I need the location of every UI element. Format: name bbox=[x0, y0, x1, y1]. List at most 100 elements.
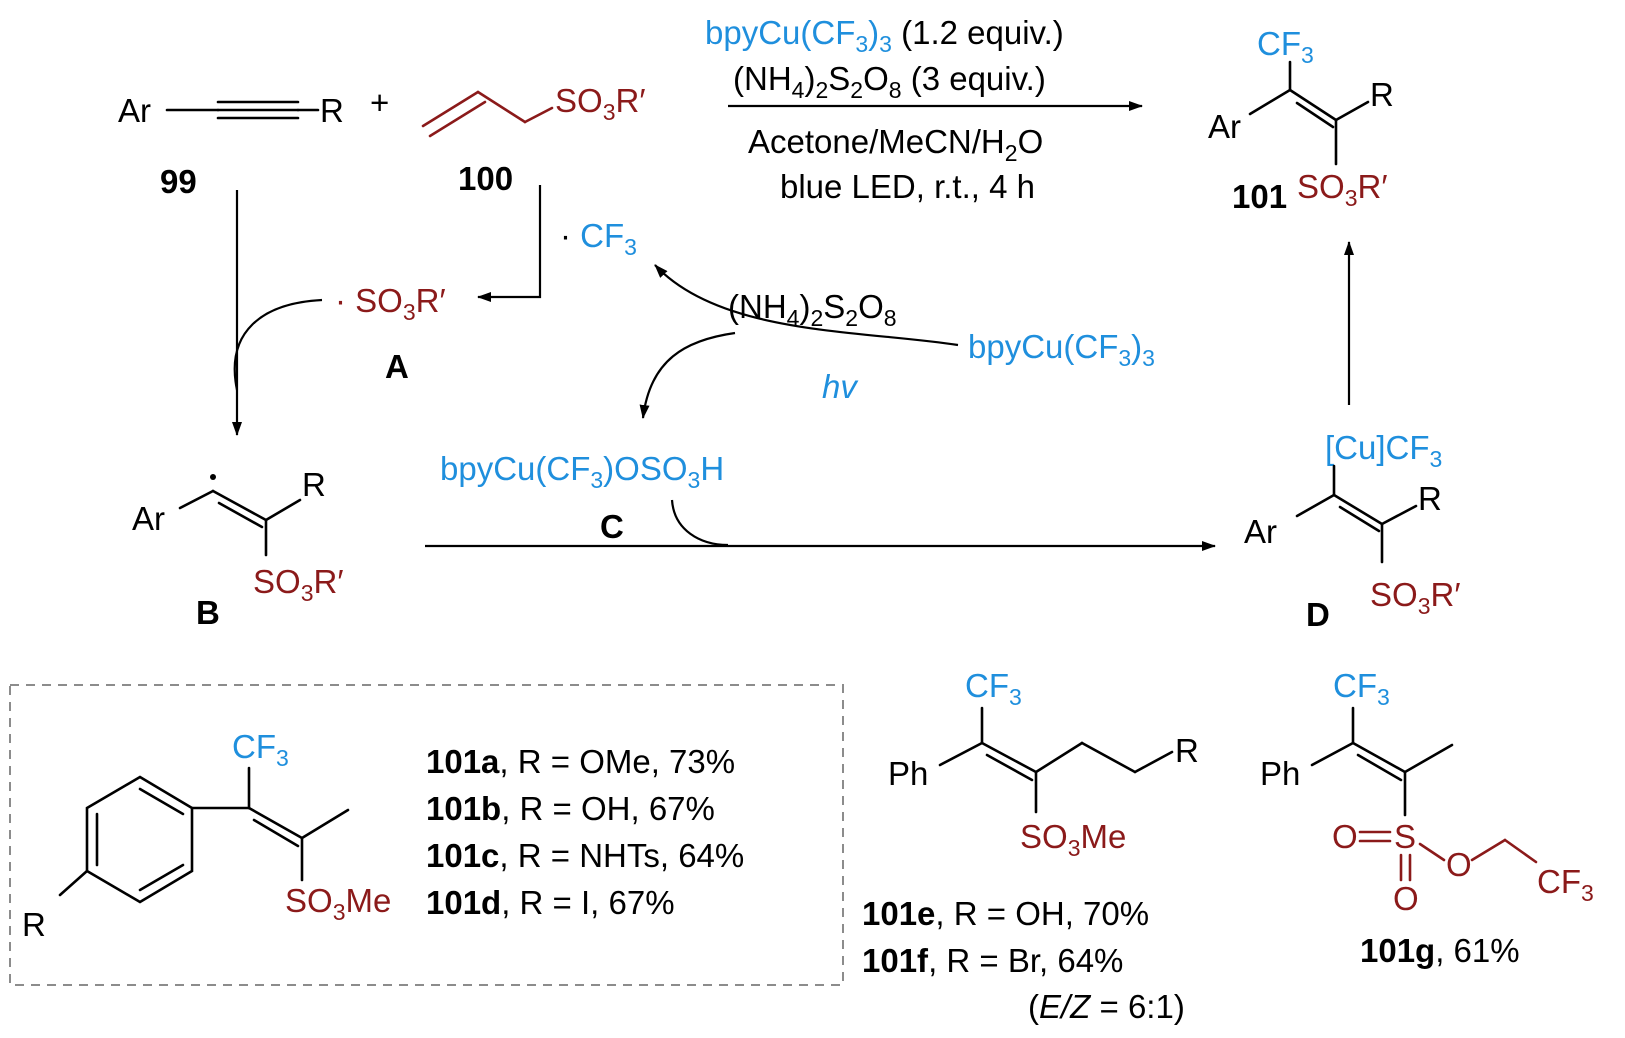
bond bbox=[1295, 493, 1336, 518]
aryl-example-structure: CF3 SO3Me R bbox=[22, 728, 391, 943]
double-bond-inner bbox=[217, 501, 264, 529]
benzene-ring bbox=[85, 775, 194, 904]
double-bond bbox=[247, 806, 304, 840]
substrate-scope-box bbox=[9, 684, 844, 986]
so3me-group: SO3Me bbox=[1020, 818, 1126, 861]
conditions-line: blue LED, r.t., 4 h bbox=[780, 168, 1035, 205]
arrow-to-intermediate-C bbox=[639, 331, 736, 419]
bond bbox=[1248, 88, 1292, 116]
r-label: R bbox=[22, 906, 46, 943]
compound-label-100: 100 bbox=[458, 160, 513, 197]
ar-label: Ar bbox=[1244, 513, 1277, 550]
ring-double-bond bbox=[138, 787, 185, 816]
cu-cf3-group: [Cu]CF3 bbox=[1325, 429, 1442, 472]
double-bond bbox=[980, 741, 1038, 774]
bond bbox=[1503, 838, 1538, 864]
intermediate-label-D: D bbox=[1306, 596, 1330, 633]
bond bbox=[1334, 100, 1370, 122]
intermediate-label-C: C bbox=[600, 508, 624, 545]
bond bbox=[476, 90, 527, 124]
example-101e: 101e, R = OH, 70% bbox=[862, 895, 1149, 932]
double-bond-inner bbox=[1356, 753, 1403, 782]
reaction-conditions: bpyCu(CF3)3 (1.2 equiv.) (NH4)2S2O8 (3 e… bbox=[705, 14, 1143, 205]
phenyl-example-structure: CF3 Ph R SO3Me bbox=[888, 667, 1199, 861]
oxygen-atom: O bbox=[1393, 880, 1419, 917]
methyl-bond bbox=[1403, 743, 1454, 774]
ez-ratio: (E/Z = 6:1) bbox=[1028, 988, 1185, 1025]
r-label: R bbox=[320, 92, 344, 129]
r-label: R bbox=[302, 466, 326, 503]
cf3-group: CF3 bbox=[1333, 667, 1390, 710]
sulfur-atom: S bbox=[1394, 818, 1416, 855]
so3r-group: SO3R′ bbox=[1297, 168, 1388, 211]
double-bond-inner bbox=[1338, 505, 1381, 533]
double-bond-inner bbox=[985, 753, 1034, 782]
alkyne-99: Ar R 99 bbox=[118, 92, 344, 200]
bond bbox=[1310, 741, 1355, 767]
double-bond bbox=[1351, 741, 1407, 774]
bond bbox=[178, 489, 215, 510]
ar-label: Ar bbox=[132, 500, 165, 537]
radical-dot bbox=[210, 474, 216, 480]
r-label: R bbox=[1370, 76, 1394, 113]
persulfate-label: (NH4)2S2O8 bbox=[728, 288, 897, 331]
oxygen-atom: O bbox=[1446, 846, 1472, 883]
hv-label: hv bbox=[822, 368, 859, 405]
ar-label: Ar bbox=[118, 92, 151, 129]
cf3-group: CF3 bbox=[1537, 863, 1594, 906]
vinyl-double-bond bbox=[428, 100, 487, 138]
so3r-group: SO3R′ bbox=[1370, 576, 1461, 619]
double-bond bbox=[1288, 88, 1338, 122]
ph-label: Ph bbox=[1260, 755, 1300, 792]
bond bbox=[523, 106, 554, 124]
bond bbox=[1470, 838, 1507, 862]
s-o-bond bbox=[1418, 842, 1446, 862]
vinyl-radical-B: Ar R SO3R′ B bbox=[132, 466, 344, 631]
radical-addition-curve bbox=[233, 298, 323, 391]
example-101f: 101f, R = Br, 64% bbox=[862, 942, 1123, 979]
double-bond bbox=[1332, 493, 1384, 526]
arrow-to-cf3-radical bbox=[654, 264, 959, 347]
r-label: R bbox=[1175, 732, 1199, 769]
ph-label: Ph bbox=[888, 755, 928, 792]
arrow-to-radical-A bbox=[477, 185, 542, 302]
double-bond bbox=[211, 489, 268, 522]
compound-label-99: 99 bbox=[160, 163, 197, 200]
vinyl-double-bond bbox=[421, 90, 480, 128]
copper-complex-label: bpyCu(CF3)3 bbox=[968, 328, 1155, 371]
so3r-group: SO3R′ bbox=[555, 82, 646, 125]
boxed-example-list: 101a, R = OMe, 73% 101b, R = OH, 67% 101… bbox=[426, 743, 744, 921]
example-101d: 101d, R = I, 67% bbox=[426, 884, 675, 921]
bond bbox=[264, 498, 302, 522]
methyl-bond bbox=[300, 808, 350, 840]
oxygen-atom: O bbox=[1332, 818, 1358, 855]
compound-label-101: 101 bbox=[1232, 178, 1287, 215]
r-label: R bbox=[1418, 480, 1442, 517]
so3r-radical: · SO3R′ bbox=[335, 282, 446, 325]
ar-label: Ar bbox=[1208, 108, 1241, 145]
bond bbox=[1133, 750, 1174, 774]
product-101: CF3 Ar R SO3R′ 101 bbox=[1208, 25, 1394, 215]
intermediate-C-formula: bpyCu(CF3)OSO3H bbox=[440, 450, 724, 493]
c-addition-curve bbox=[670, 499, 729, 547]
bond bbox=[1380, 504, 1418, 526]
bond bbox=[1080, 741, 1137, 774]
intermediate-label-B: B bbox=[196, 594, 220, 631]
allyl-sulfonate-100: SO3R′ 100 bbox=[421, 82, 646, 197]
example-101a: 101a, R = OMe, 73% bbox=[426, 743, 735, 780]
double-bond-inner bbox=[1295, 101, 1335, 129]
solvent-line: Acetone/MeCN/H2O bbox=[748, 123, 1043, 166]
plus-sign: + bbox=[370, 84, 389, 121]
cf3-group: CF3 bbox=[965, 667, 1022, 710]
bond bbox=[1034, 741, 1084, 774]
cf3-group: CF3 bbox=[1257, 25, 1314, 68]
example-101c: 101c, R = NHTs, 64% bbox=[426, 837, 744, 874]
vinyl-copper-D: [Cu]CF3 Ar R SO3R′ D bbox=[1244, 429, 1461, 633]
so3r-group: SO3R′ bbox=[253, 563, 344, 606]
example-101b: 101b, R = OH, 67% bbox=[426, 790, 715, 827]
intermediate-label-A: A bbox=[385, 348, 409, 385]
ring-double-bond bbox=[138, 863, 185, 892]
so3me-group: SO3Me bbox=[285, 882, 391, 925]
catalyst-line: bpyCu(CF3)3 (1.2 equiv.) bbox=[705, 14, 1064, 57]
